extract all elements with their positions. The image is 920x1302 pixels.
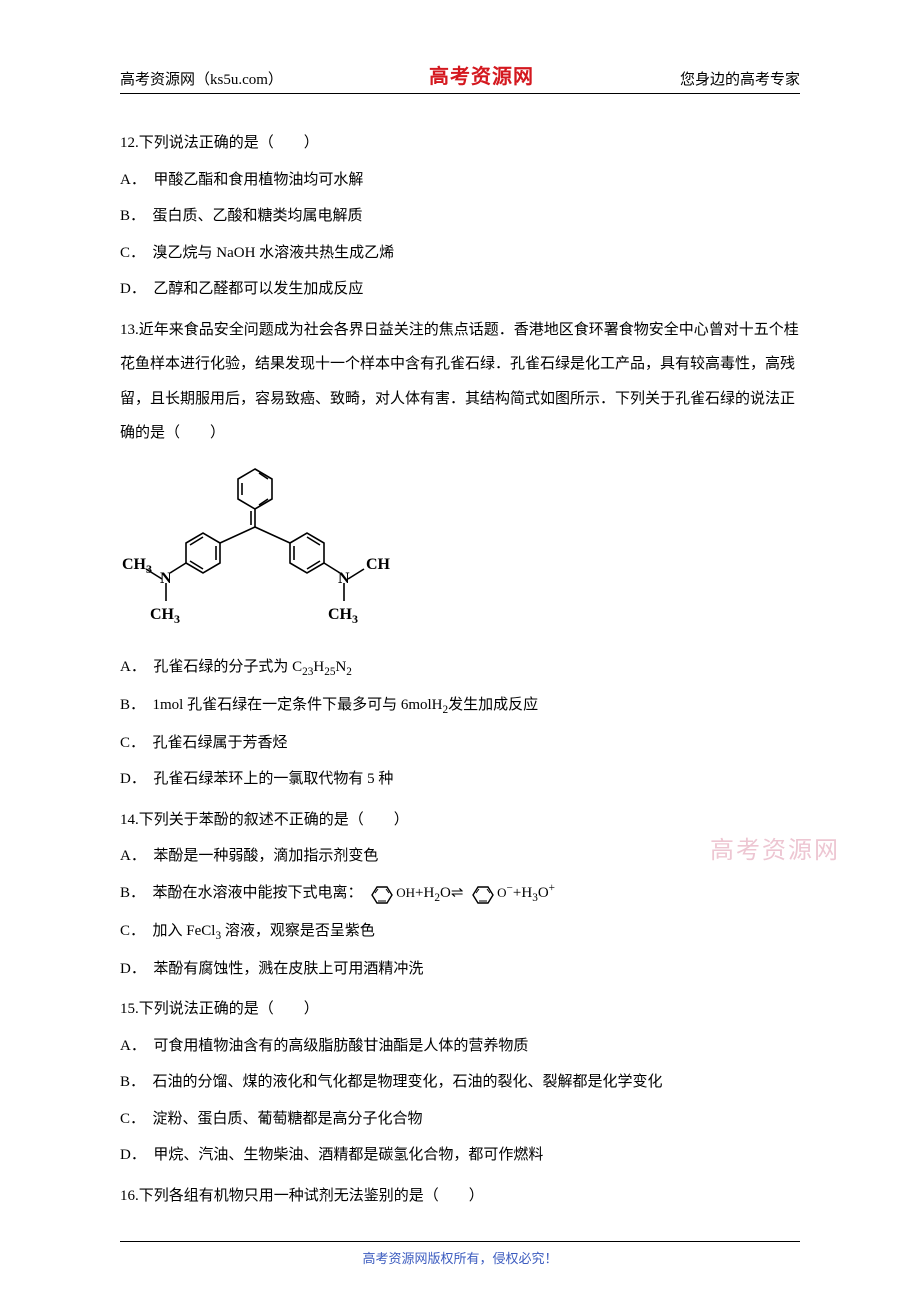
svg-text:N: N: [338, 570, 350, 587]
header-left: 高考资源网（ks5u.com）: [120, 68, 283, 89]
phenol-ring-icon: [366, 883, 396, 907]
question-13-stem: 13.近年来食品安全问题成为社会各界日益关注的焦点话题．香港地区食环署食物安全中…: [120, 313, 800, 451]
question-14-stem: 14.下列关于苯酚的叙述不正确的是（ ）: [120, 803, 800, 838]
header-center-logo: 高考资源网: [429, 60, 534, 89]
question-12-option-d: D． 乙醇和乙醛都可以发生加成反应: [120, 272, 800, 307]
svg-text:CH3: CH3: [122, 556, 152, 576]
question-14-option-b: B． 苯酚在水溶液中能按下式电离： OH+H2O⇌ O−+H3O+: [120, 876, 800, 912]
question-15-option-c: C． 淀粉、蛋白质、葡萄糖都是高分子化合物: [120, 1102, 800, 1137]
question-14-option-c: C． 加入 FeCl3 溶液，观察是否呈紫色: [120, 914, 800, 950]
content: 12.下列说法正确的是（ ） A． 甲酸乙酯和食用植物油均可水解 B． 蛋白质、…: [120, 126, 800, 1213]
question-14-option-a: A． 苯酚是一种弱酸，滴加指示剂变色: [120, 839, 800, 874]
question-13-option-d: D． 孔雀石绿苯环上的一氯取代物有 5 种: [120, 762, 800, 797]
question-12-option-c: C． 溴乙烷与 NaOH 水溶液共热生成乙烯: [120, 236, 800, 271]
page-header: 高考资源网（ks5u.com） 高考资源网 您身边的高考专家: [120, 60, 800, 94]
page-footer: 高考资源网版权所有，侵权必究！: [120, 1241, 800, 1267]
svg-text:CH3: CH3: [366, 556, 390, 576]
question-15-option-b: B． 石油的分馏、煤的液化和气化都是物理变化，石油的裂化、裂解都是化学变化: [120, 1065, 800, 1100]
malachite-green-structure: CH3 N CH3 CH3 N CH3: [120, 461, 800, 645]
svg-text:N: N: [160, 570, 172, 587]
question-15-option-a: A． 可食用植物油含有的高级脂肪酸甘油酯是人体的营养物质: [120, 1029, 800, 1064]
svg-text:CH3: CH3: [150, 606, 180, 626]
question-13-option-a: A． 孔雀石绿的分子式为 C23H25N2: [120, 650, 800, 686]
phenoxide-ring-icon: [467, 883, 497, 907]
question-16-stem: 16.下列各组有机物只用一种试剂无法鉴别的是（ ）: [120, 1179, 800, 1214]
question-15-option-d: D． 甲烷、汽油、生物柴油、酒精都是碳氢化合物，都可作燃料: [120, 1138, 800, 1173]
structure-svg: CH3 N CH3 CH3 N CH3: [120, 461, 390, 631]
header-right: 您身边的高考专家: [680, 68, 800, 89]
question-12-option-b: B． 蛋白质、乙酸和糖类均属电解质: [120, 199, 800, 234]
question-15-stem: 15.下列说法正确的是（ ）: [120, 992, 800, 1027]
svg-text:CH3: CH3: [328, 606, 358, 626]
question-14-option-d: D． 苯酚有腐蚀性，溅在皮肤上可用酒精冲洗: [120, 952, 800, 987]
question-13-option-b: B． 1mol 孔雀石绿在一定条件下最多可与 6molH2发生加成反应: [120, 688, 800, 724]
question-13-option-c: C． 孔雀石绿属于芳香烃: [120, 726, 800, 761]
question-12-option-a: A． 甲酸乙酯和食用植物油均可水解: [120, 163, 800, 198]
question-12-stem: 12.下列说法正确的是（ ）: [120, 126, 800, 161]
